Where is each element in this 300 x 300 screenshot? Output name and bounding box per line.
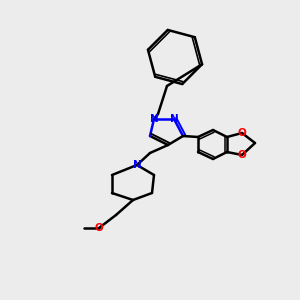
Text: O: O <box>94 223 103 233</box>
Text: N: N <box>150 114 158 124</box>
Text: N: N <box>169 114 178 124</box>
Text: N: N <box>133 160 141 170</box>
Text: O: O <box>238 128 246 138</box>
Text: O: O <box>238 150 246 160</box>
